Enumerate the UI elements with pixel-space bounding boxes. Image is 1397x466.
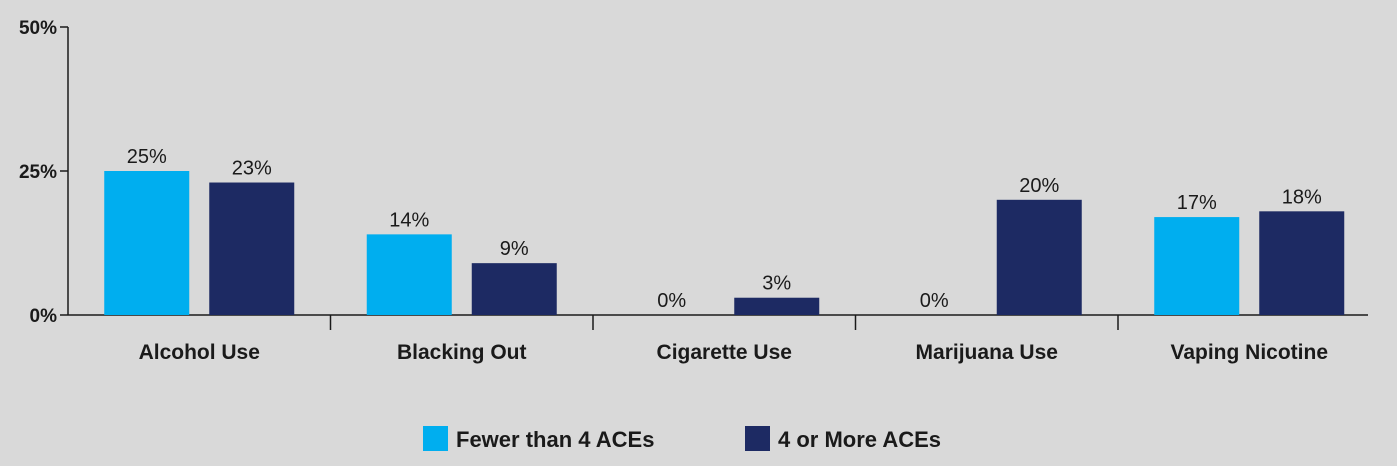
data-label: 14% — [389, 209, 429, 231]
x-category-label: Blacking Out — [397, 341, 527, 364]
y-tick-label: 25% — [19, 162, 57, 183]
bar — [996, 199, 1082, 315]
bar — [209, 182, 295, 315]
data-label: 18% — [1282, 186, 1322, 208]
legend-label: 4 or More ACEs — [778, 427, 941, 452]
x-category-label: Marijuana Use — [916, 341, 1058, 364]
bar — [734, 297, 820, 315]
legend-label: Fewer than 4 ACEs — [456, 427, 654, 452]
x-category-label: Cigarette Use — [657, 341, 792, 364]
bar — [471, 263, 557, 315]
x-category-label: Vaping Nicotine — [1170, 341, 1328, 364]
data-label: 3% — [762, 273, 791, 295]
data-label: 25% — [127, 146, 167, 168]
bar — [104, 171, 190, 315]
bar — [366, 234, 452, 315]
legend-swatch — [745, 426, 770, 451]
bar — [1154, 217, 1240, 315]
data-label: 23% — [232, 158, 272, 180]
bar — [1259, 211, 1345, 315]
data-label: 0% — [920, 290, 949, 312]
data-label: 0% — [657, 290, 686, 312]
data-label: 9% — [500, 238, 529, 260]
data-label: 17% — [1177, 192, 1217, 214]
legend-swatch — [423, 426, 448, 451]
y-tick-label: 0% — [30, 306, 58, 327]
x-category-label: Alcohol Use — [139, 341, 260, 364]
legend: Fewer than 4 ACEs 4 or More ACEs — [423, 426, 941, 452]
y-tick-label: 50% — [19, 18, 57, 39]
data-label: 20% — [1019, 175, 1059, 197]
